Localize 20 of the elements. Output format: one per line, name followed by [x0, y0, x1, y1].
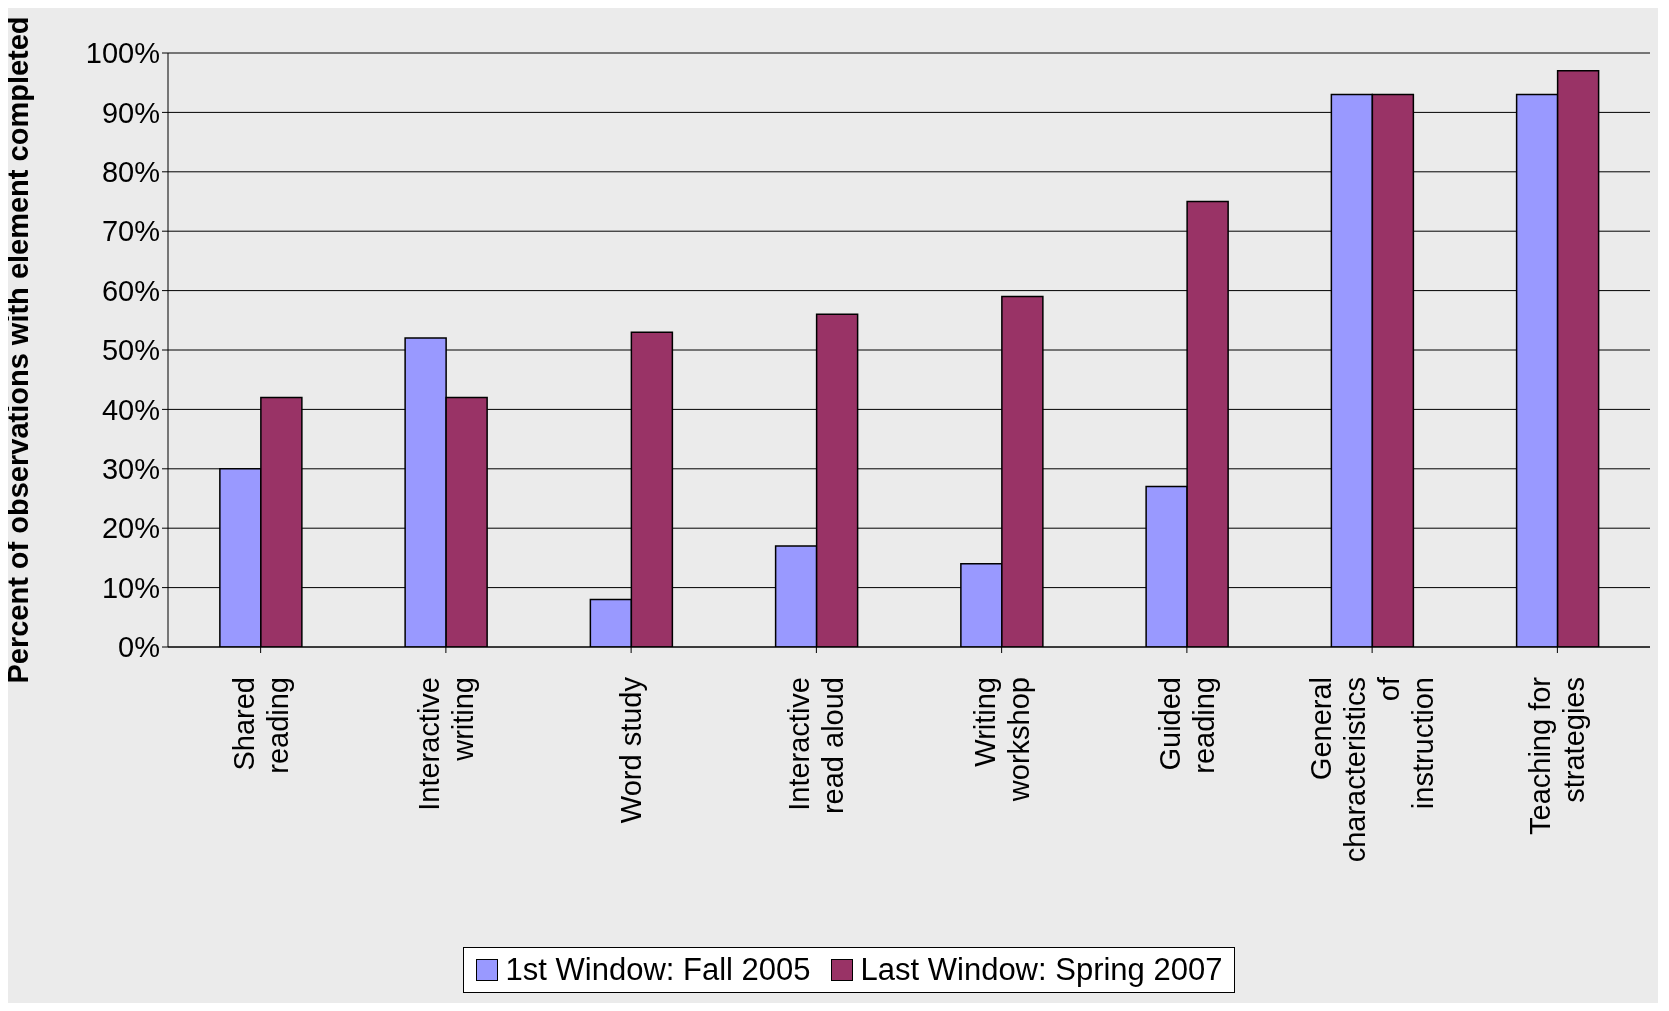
y-tick-label: 10% — [101, 571, 160, 604]
x-tick-label: Word study — [615, 676, 648, 824]
y-tick-label: 60% — [101, 274, 160, 307]
x-tick-label: Interactive read aloud — [783, 677, 850, 815]
x-tick-label: Writing workshop — [968, 677, 1035, 803]
legend-label: 1st Window: Fall 2005 — [504, 952, 811, 988]
x-tick-label: Interactive writing — [412, 677, 479, 811]
x-tick-label: Shared reading — [227, 677, 294, 774]
y-tick-label: 0% — [118, 631, 160, 664]
y-tick-label: 40% — [101, 393, 160, 426]
y-tick-label: 20% — [101, 512, 160, 545]
y-axis-title: Percent of observations with element completed — [2, 16, 35, 684]
y-tick-label: 50% — [101, 334, 160, 367]
legend-label: Last Window: Spring 2007 — [859, 952, 1223, 988]
x-tick-label: Guided reading — [1153, 677, 1220, 774]
y-tick-label: 70% — [101, 215, 160, 248]
y-tick-label: 90% — [101, 96, 160, 129]
y-tick-label: 80% — [101, 156, 160, 189]
y-tick-label: 100% — [85, 37, 160, 70]
y-tick-label: 30% — [101, 453, 160, 486]
